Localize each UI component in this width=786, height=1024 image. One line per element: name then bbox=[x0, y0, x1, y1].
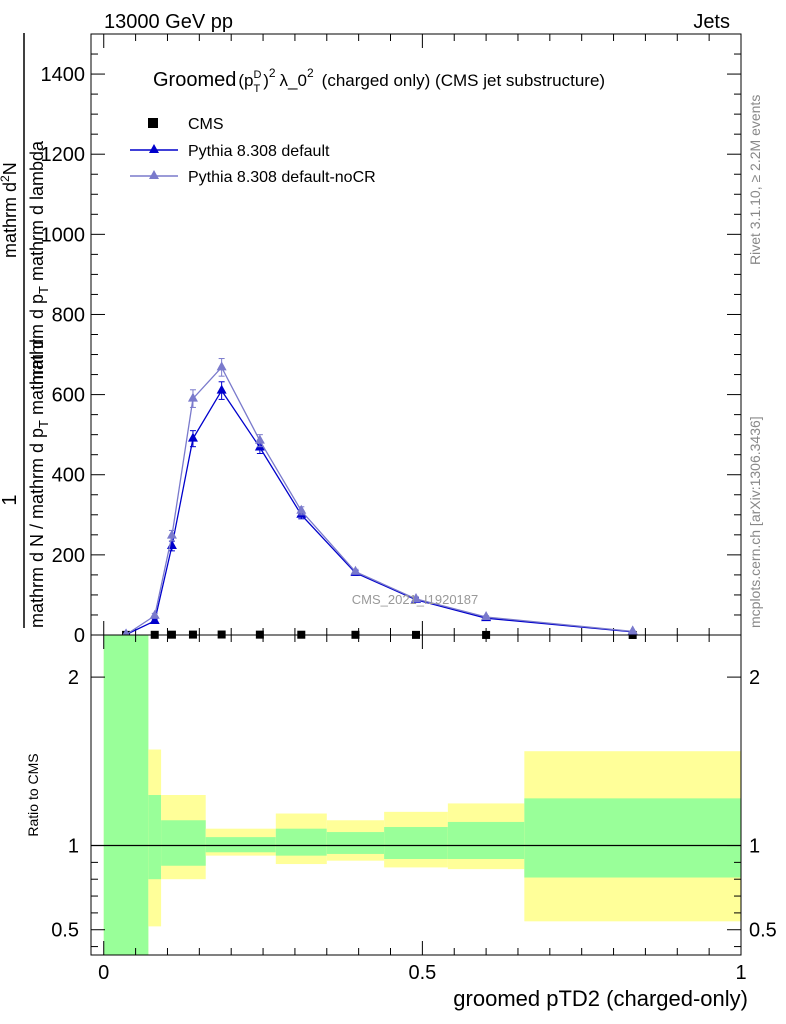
lower-y-tick-label-right: 2 bbox=[749, 667, 760, 689]
upper-y-axis-label: 1 mathrm d N / mathrm d pT mathrm d math… bbox=[0, 33, 51, 628]
x-tick-label: 1 bbox=[735, 962, 746, 984]
x-tick-label: 0.5 bbox=[408, 962, 436, 984]
upper-y-tick-label: 1200 bbox=[41, 144, 86, 166]
mcplots-label: mcplots.cern.ch [arXiv:1306.3436] bbox=[747, 416, 763, 628]
upper-y-tick-label: 800 bbox=[52, 304, 85, 326]
analysis-watermark: CMS_2021_I1920187 bbox=[352, 592, 479, 607]
ratio-band-inner-3 bbox=[205, 837, 276, 853]
series-point-2 bbox=[187, 392, 198, 402]
upper-y-tick-labels: 0 200 400 600 800 1000 1200 1400 bbox=[41, 64, 86, 647]
ratio-band-inner-6 bbox=[384, 827, 448, 859]
legend-marker-cms bbox=[148, 118, 158, 128]
lower-y-tick-label-right: 0.5 bbox=[749, 920, 777, 942]
upper-y-tick-label: 200 bbox=[52, 545, 85, 567]
header-left-label: 13000 GeV pp bbox=[104, 11, 233, 33]
series-point-2 bbox=[254, 434, 265, 444]
svg-text:mathrm d2N: mathrm d2N bbox=[0, 162, 20, 258]
upper-y-tick-label: 400 bbox=[52, 465, 85, 487]
ratio-y-axis-label: Ratio to CMS bbox=[25, 753, 41, 836]
legend: CMS Pythia 8.308 default Pythia 8.308 de… bbox=[130, 116, 376, 186]
series-point-2 bbox=[481, 610, 492, 620]
svg-text:1: 1 bbox=[0, 494, 21, 505]
x-tick-labels: 0 0.5 1 bbox=[98, 962, 746, 984]
ratio-band-inner-5 bbox=[326, 832, 385, 854]
series-point-2 bbox=[296, 504, 307, 514]
upper-y-tick-label: 0 bbox=[74, 625, 85, 647]
ratio-bands bbox=[91, 635, 741, 955]
upper-y-tick-label: 1000 bbox=[41, 224, 86, 246]
x-axis-label: groomed pTD2 (charged-only) bbox=[453, 986, 748, 1011]
upper-y-tick-label: 600 bbox=[52, 385, 85, 407]
series-point-2 bbox=[166, 529, 177, 539]
series-point-2 bbox=[627, 625, 638, 635]
lower-y-tick-label-right: 1 bbox=[749, 836, 760, 858]
ratio-band-inner-0 bbox=[103, 635, 149, 955]
lower-y-tick-label: 1 bbox=[68, 836, 79, 858]
lower-axis-ticks bbox=[90, 634, 742, 956]
chart-title: Groomed (pD T)2 λ_02 (charged only) (CMS jet… bbox=[153, 66, 605, 95]
legend-label-default: Pythia 8.308 default bbox=[188, 143, 330, 160]
svg-text:mathrm d N / mathrm d pT mathr: mathrm d N / mathrm d pT mathrm d bbox=[27, 339, 51, 628]
series-point-2 bbox=[216, 361, 227, 371]
lower-y-tick-labels: 0.5 0.5 1 1 2 2 bbox=[51, 667, 777, 942]
upper-series-group bbox=[121, 358, 638, 639]
series-point-2 bbox=[149, 609, 160, 619]
legend-label-nocr: Pythia 8.308 default-noCR bbox=[188, 169, 376, 186]
rivet-version-label: Rivet 3.1.10, ≥ 2.2M events bbox=[747, 95, 763, 265]
ratio-band-inner-2 bbox=[161, 820, 206, 866]
ratio-band-inner-4 bbox=[275, 828, 327, 856]
header-right-label: Jets bbox=[693, 11, 730, 33]
svg-text:mathrm d pT mathrm d lambda: mathrm d pT mathrm d lambda bbox=[27, 140, 51, 385]
lower-y-tick-label: 0.5 bbox=[51, 920, 79, 942]
ratio-band-inner-1 bbox=[148, 795, 162, 880]
legend-marker-default bbox=[149, 144, 159, 153]
x-tick-label: 0 bbox=[98, 962, 109, 984]
ratio-band-inner-8 bbox=[524, 798, 741, 878]
series-point-1 bbox=[149, 614, 160, 624]
series-point-1 bbox=[166, 540, 177, 550]
legend-label-cms: CMS bbox=[188, 116, 224, 133]
series-point-1 bbox=[187, 432, 198, 442]
lower-y-tick-label: 2 bbox=[68, 667, 79, 689]
series-point-1 bbox=[216, 384, 227, 394]
upper-y-tick-label: 1400 bbox=[41, 64, 86, 86]
legend-marker-nocr bbox=[149, 170, 159, 179]
ratio-band-inner-7 bbox=[447, 821, 525, 859]
series-point-2 bbox=[411, 592, 421, 602]
series-point-2 bbox=[350, 565, 361, 575]
lower-frame bbox=[90, 634, 742, 956]
